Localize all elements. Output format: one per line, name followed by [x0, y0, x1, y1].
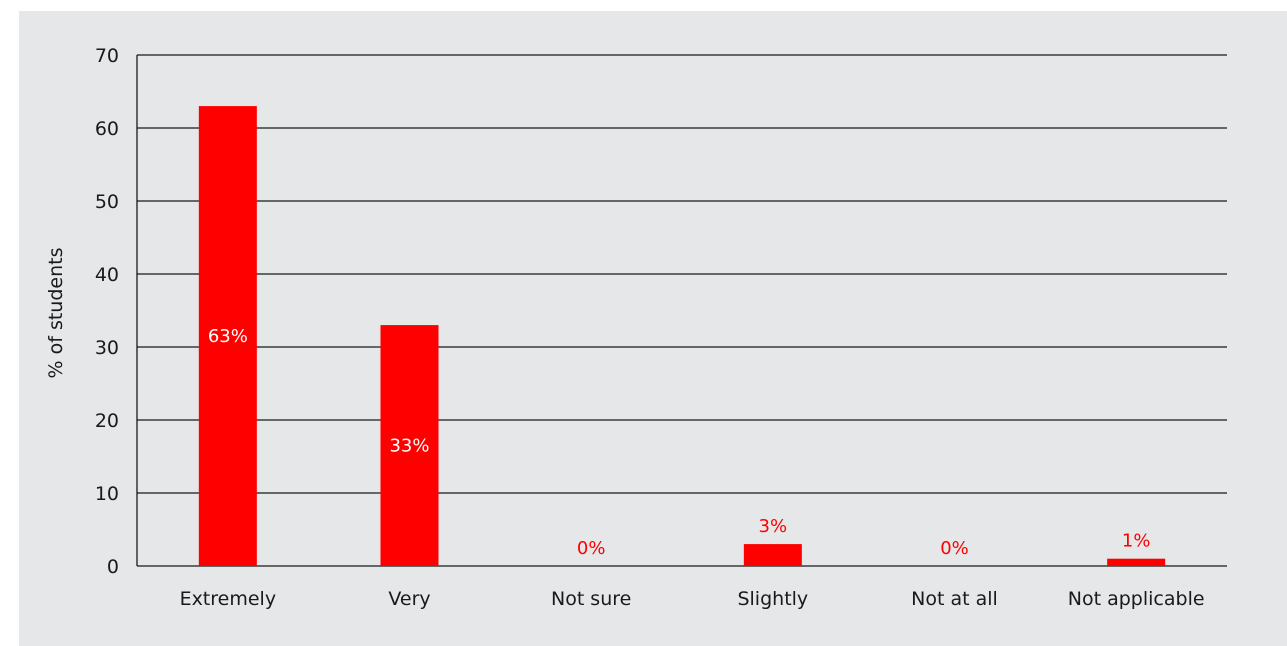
bars: [198, 106, 1166, 566]
bar-slightly: [743, 544, 802, 566]
bar-extremely: [198, 106, 257, 566]
bar-very: [380, 325, 439, 566]
bar-not-applicable: [1107, 558, 1166, 566]
x-category-label: Not sure: [551, 588, 631, 610]
data-label: 1%: [1122, 531, 1151, 552]
y-tick-label: 60: [95, 118, 119, 140]
x-category-label: Extremely: [180, 588, 277, 610]
x-category-label: Not at all: [911, 588, 998, 610]
y-axis-ticks: 0 10 20 30 40 50 60 70: [95, 45, 119, 578]
y-tick-label: 50: [95, 191, 119, 213]
gridlines: [137, 54, 1227, 567]
y-axis-label: % of students: [45, 248, 67, 379]
data-label: 0%: [577, 538, 606, 559]
y-tick-label: 30: [95, 337, 119, 359]
data-labels: 63% 33% 0% 3% 0% 1%: [208, 326, 1151, 559]
x-category-label: Slightly: [737, 588, 808, 610]
y-tick-label: 70: [95, 45, 119, 67]
y-tick-label: 40: [95, 264, 119, 286]
data-label: 0%: [940, 538, 969, 559]
data-label: 63%: [208, 326, 248, 347]
x-category-label: Very: [388, 588, 430, 610]
y-tick-label: 10: [95, 483, 119, 505]
data-label: 3%: [759, 516, 788, 537]
y-tick-label: 20: [95, 410, 119, 432]
data-label: 33%: [389, 436, 429, 457]
x-axis-categories: Extremely Very Not sure Slightly Not at all N…: [180, 588, 1205, 610]
x-category-label: Not applicable: [1068, 588, 1205, 610]
y-tick-label: 0: [107, 556, 119, 578]
